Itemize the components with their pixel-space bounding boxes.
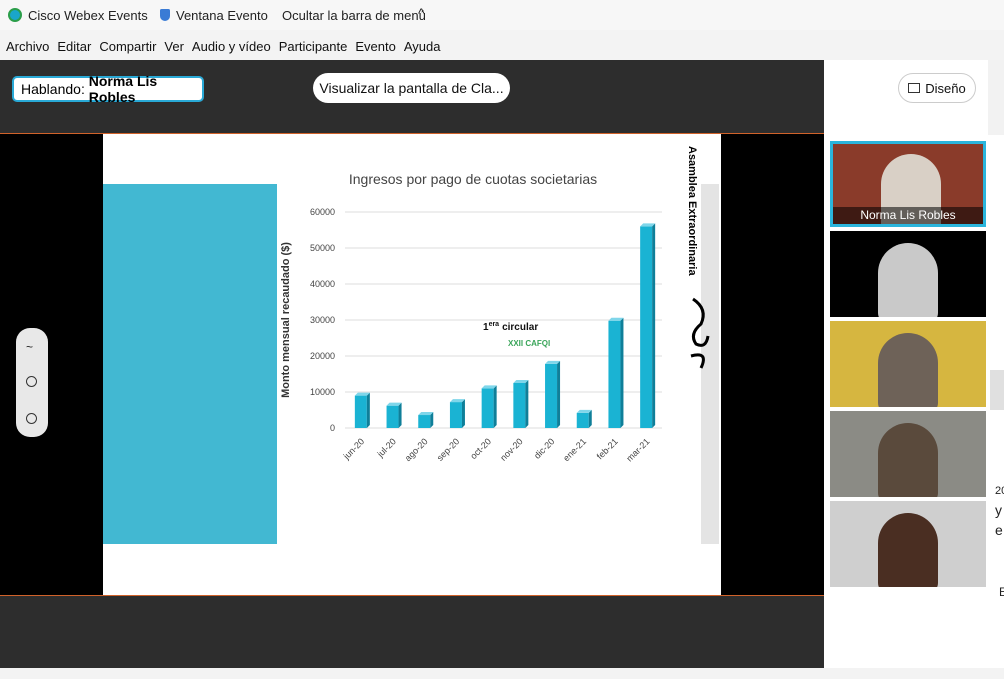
fragment: e — [995, 522, 1003, 538]
scroll-thumb — [990, 370, 1004, 410]
zoom-in[interactable] — [26, 376, 37, 387]
y-axis-label: Monto mensual recaudado ($) — [280, 242, 292, 398]
y-tick-label: 10000 — [310, 387, 335, 397]
layout-icon — [908, 83, 921, 93]
logo-text: XXII CAFQI — [508, 339, 550, 348]
bar-side — [493, 385, 497, 428]
bar — [481, 388, 494, 428]
fragment: y — [995, 502, 1002, 518]
bar-top — [640, 223, 656, 227]
window-menu[interactable]: Ventana Evento — [176, 8, 268, 23]
video-tile — [830, 231, 986, 317]
title-bar: Cisco Webex Events Ventana Evento Oculta… — [0, 0, 1004, 30]
slide-strip — [701, 184, 719, 544]
bar-top — [513, 380, 529, 383]
video-tile — [830, 501, 986, 587]
menu-item[interactable]: Participante — [278, 39, 348, 54]
scroll-area — [988, 60, 1004, 135]
bar-top — [418, 412, 434, 416]
logo-mark — [690, 297, 710, 369]
bar — [545, 363, 558, 428]
bar-top — [608, 317, 624, 321]
annotation-suffix: era — [489, 321, 500, 328]
menu-item[interactable]: Editar — [57, 39, 92, 54]
app-name: Cisco Webex Events — [28, 8, 148, 23]
chevron: ^ — [418, 5, 425, 21]
y-tick-label: 50000 — [310, 243, 335, 253]
bar-side — [430, 412, 434, 428]
y-tick-label: 40000 — [310, 279, 335, 289]
bar-side — [525, 380, 529, 428]
bar-top — [449, 399, 465, 403]
slide: Asamblea Extraordinaria Ingresos por pag… — [103, 134, 721, 595]
zoom-out[interactable] — [26, 413, 37, 424]
menu-item[interactable]: Audio y vídeo — [191, 39, 271, 54]
bar — [640, 226, 653, 428]
menu-item[interactable]: Ver — [164, 39, 184, 54]
speaking-label: Hablando: — [21, 81, 85, 97]
video-tile — [830, 411, 986, 497]
bar — [513, 383, 526, 428]
layout-label: Diseño — [925, 80, 966, 96]
menu-item[interactable]: Ayuda — [403, 39, 441, 54]
annotation-number: 1 — [483, 322, 489, 333]
menu-bar: Archivo Editar Compartir Ver Audio y vídeo Pa… — [6, 38, 448, 56]
bar — [354, 395, 367, 428]
person — [878, 423, 938, 497]
bar-side — [652, 223, 656, 428]
chart-title: Ingresos por pago de cuotas societarias — [349, 171, 597, 187]
video-tile: Norma Lis Robles — [830, 141, 986, 227]
bar — [608, 320, 621, 428]
bar-top — [576, 409, 592, 413]
hide-menu[interactable]: Ocultar la barra de menú — [282, 8, 426, 23]
y-tick-label: 0 — [330, 423, 335, 433]
app-icon — [8, 8, 22, 22]
bar-side — [588, 409, 592, 428]
video-tile — [830, 321, 986, 407]
y-tick-label: 30000 — [310, 315, 335, 325]
menu-item[interactable]: Archivo — [6, 39, 50, 54]
bar-top — [354, 392, 370, 396]
bar-side — [398, 402, 402, 428]
zoom-toolbar: ~ — [16, 328, 48, 437]
bar-top — [386, 402, 402, 406]
fragment: E — [999, 585, 1004, 599]
slide-block — [103, 184, 277, 544]
bar — [418, 415, 431, 428]
bar-side — [366, 392, 370, 428]
layout-button[interactable]: Diseño — [898, 73, 976, 103]
bar-side — [620, 317, 624, 428]
person — [878, 513, 938, 587]
speaking-badge: Hablando: Norma Lis Robles — [12, 73, 204, 105]
side-title: Asamblea Extraordinaria — [686, 146, 698, 276]
bar-top — [481, 385, 497, 389]
bar-side — [557, 360, 561, 428]
annotation: 1era circular — [483, 321, 538, 333]
bar — [386, 405, 399, 428]
bar-top — [545, 360, 561, 364]
bar-side — [461, 399, 465, 428]
view-screen-button[interactable]: Visualizar la pantalla de Cla... — [313, 73, 510, 103]
participant-name: Norma Lis Robles — [833, 207, 983, 224]
annotation-text: circular — [502, 322, 538, 333]
y-tick-label: 60000 — [310, 207, 335, 217]
shield-icon — [160, 9, 170, 21]
fragment: 20 — [995, 485, 1004, 497]
menu-item[interactable]: Compartir — [99, 39, 157, 54]
bar — [449, 402, 462, 428]
y-tick-label: 20000 — [310, 351, 335, 361]
person — [878, 243, 938, 317]
annotate-tool[interactable]: ~ — [26, 340, 34, 354]
bar — [576, 412, 589, 428]
person — [878, 333, 938, 407]
menu-item[interactable]: Evento — [355, 39, 396, 54]
speaker-name: Norma Lis Robles — [88, 73, 158, 105]
